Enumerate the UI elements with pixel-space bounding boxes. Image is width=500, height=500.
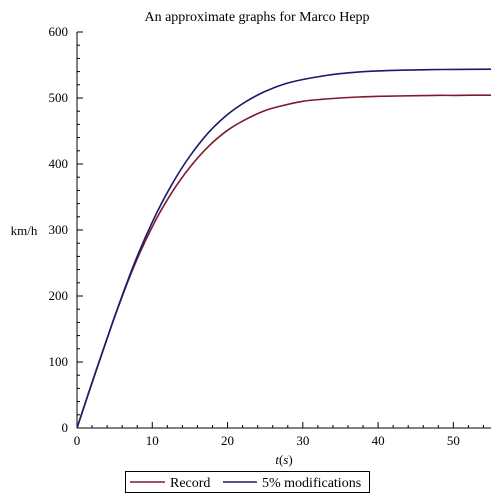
legend: Record 5% modifications [125, 471, 370, 493]
legend-label-record: Record [170, 476, 210, 491]
x-tick-label: 20 [221, 433, 234, 448]
axes: 0 100 200 300 400 500 600 0 10 20 30 40 50 [49, 24, 491, 448]
y-tick-label: 300 [49, 222, 69, 237]
x-tick-label: 50 [447, 433, 460, 448]
y-tick-label: 500 [49, 90, 69, 105]
y-tick-label: 200 [49, 288, 69, 303]
x-tick-label: 30 [296, 433, 309, 448]
chart-title: An approximate graphs for Marco Hepp [144, 10, 369, 25]
series-line-5-modifications [76, 68, 492, 429]
series-line-record [76, 94, 491, 429]
y-tick-label: 400 [49, 156, 69, 171]
x-tick-label: 40 [372, 433, 385, 448]
y-tick-label: 600 [49, 24, 69, 39]
x-tick-label: 0 [74, 433, 81, 448]
y-tick-label: 100 [49, 354, 69, 369]
y-tick-label: 0 [62, 420, 69, 435]
legend-label-5-modifications: 5% modifications [262, 476, 361, 491]
y-axis-label: km/h [11, 223, 38, 238]
series-layer [76, 68, 492, 429]
x-axis-label: t(s) [275, 452, 292, 467]
x-tick-label: 10 [146, 433, 159, 448]
